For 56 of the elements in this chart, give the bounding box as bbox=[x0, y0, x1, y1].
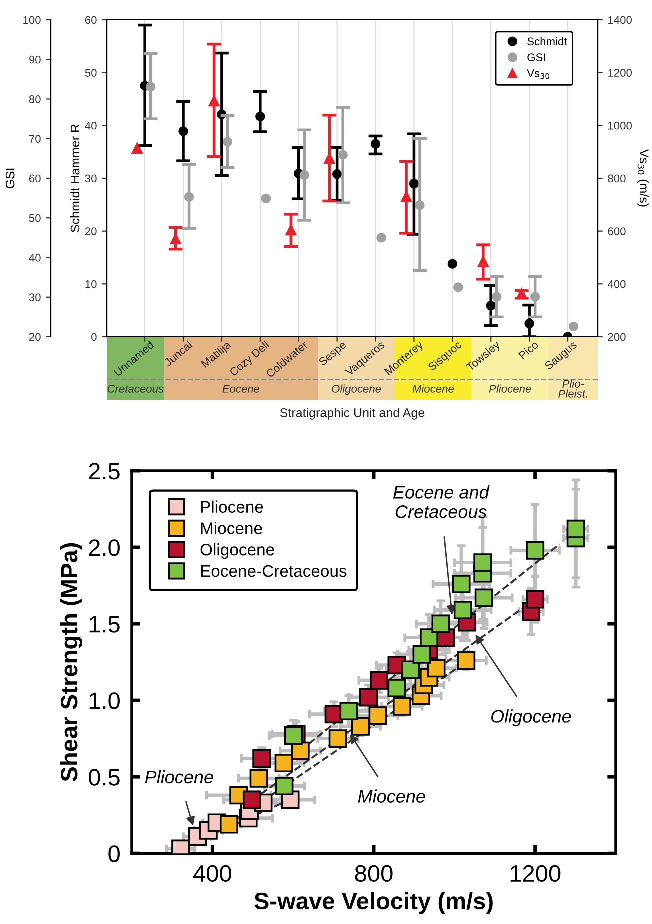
y-tick-label: 20 bbox=[85, 228, 97, 236]
y-tick-label: 0.5 bbox=[88, 769, 120, 786]
y2-tick-label: 1200 bbox=[608, 69, 632, 77]
y3-tick-label: 60 bbox=[30, 174, 41, 183]
y3-tick-label: 30 bbox=[29, 294, 41, 302]
y3-tick-label: 100 bbox=[24, 16, 41, 24]
y3-tick-label: 80 bbox=[29, 96, 41, 104]
y-tick-label: 2.5 bbox=[89, 463, 120, 480]
legend-label: Vs$_{30}$ bbox=[527, 70, 550, 80]
x-tick-label: Pico bbox=[518, 340, 540, 360]
y3-axis-title: GSI bbox=[6, 168, 15, 189]
text: Plio- Pleist. bbox=[558, 380, 588, 398]
legend-label: Oligocene bbox=[200, 544, 274, 560]
legend-label: GSI bbox=[528, 54, 546, 62]
legend-label: Eocene-Cretaceous bbox=[201, 565, 347, 578]
y-tick-label: 0 bbox=[108, 846, 120, 862]
text: Miocene bbox=[412, 384, 454, 393]
legend-label: Pliocene bbox=[201, 500, 264, 514]
y3-tick-label: 90 bbox=[29, 56, 41, 64]
x-tick-label: 400 bbox=[194, 865, 232, 882]
y-tick-label: 2.0 bbox=[89, 540, 120, 556]
y2-tick-label: 1400 bbox=[608, 16, 632, 24]
y-tick-label: 30 bbox=[85, 174, 97, 183]
y2-tick-label: 400 bbox=[608, 280, 626, 288]
x-tick-label: 800 bbox=[355, 865, 393, 882]
y2-axis-title: Vs$_{30}$ (m/s) bbox=[637, 149, 650, 207]
legend-label: Schmidt bbox=[528, 37, 568, 46]
y3-tick-label: 40 bbox=[29, 254, 41, 262]
annotation: Eocene and Cretaceous bbox=[394, 486, 490, 518]
x-axis-title: Stratigraphic Unit and Age bbox=[280, 408, 425, 420]
annotation: Oligocene bbox=[492, 710, 572, 726]
annotation: Pliocene bbox=[145, 770, 214, 784]
y-axis-title: Schmidt Hammer R bbox=[70, 124, 80, 232]
y3-tick-label: 20 bbox=[30, 333, 41, 342]
y-axis-title: Shear Strength (MPa) bbox=[60, 543, 83, 782]
y-tick-label: 0 bbox=[92, 333, 97, 342]
y2-tick-label: 600 bbox=[608, 228, 626, 236]
text: Pliocene bbox=[489, 384, 532, 393]
x-tick-label: 1200 bbox=[510, 865, 561, 882]
text: Eocene bbox=[222, 385, 260, 393]
y-tick-label: 60 bbox=[85, 16, 97, 24]
annotation: Miocene bbox=[358, 790, 426, 803]
y-tick-label: 1.0 bbox=[90, 692, 120, 710]
y-tick-label: 10 bbox=[86, 280, 97, 288]
text: Cretaceous bbox=[108, 385, 164, 393]
legend-label: Miocene bbox=[201, 522, 262, 534]
y-tick-label: 1.5 bbox=[90, 616, 120, 633]
y2-tick-label: 200 bbox=[608, 333, 626, 342]
y-tick-label: 40 bbox=[85, 122, 97, 130]
y2-tick-label: 800 bbox=[608, 174, 626, 183]
y-tick-label: 50 bbox=[85, 69, 97, 77]
y3-tick-label: 70 bbox=[30, 135, 41, 144]
x-axis-title: S-wave Velocity (m/s) bbox=[254, 892, 493, 914]
y2-tick-label: 1000 bbox=[608, 122, 632, 130]
y3-tick-label: 50 bbox=[29, 214, 41, 222]
text: Oligocene bbox=[332, 384, 382, 396]
